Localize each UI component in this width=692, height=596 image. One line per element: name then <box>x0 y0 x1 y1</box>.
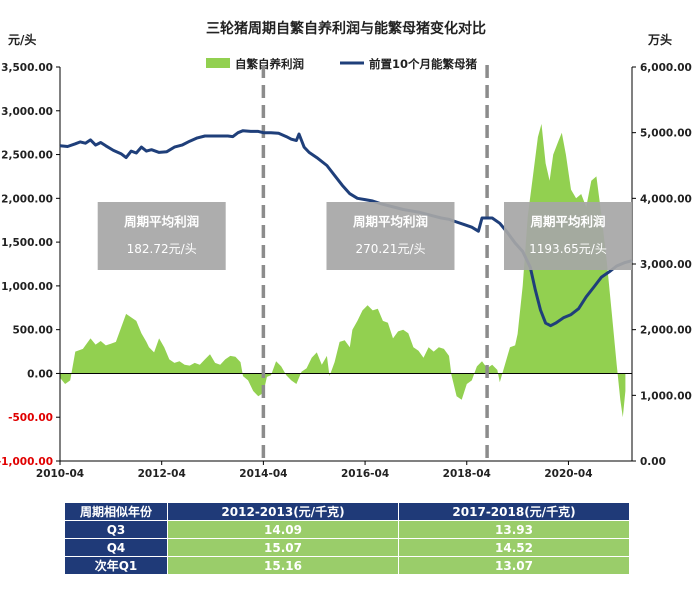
left-tick-label: -1,000.00 <box>0 456 53 468</box>
cycle-average-label: 周期平均利润 <box>530 214 605 229</box>
right-tick-label: 2,000.00 <box>640 325 692 337</box>
right-axis-unit: 万头 <box>647 32 672 47</box>
x-tick-label: 2016-04 <box>341 468 389 480</box>
left-axis-unit: 元/头 <box>8 32 36 47</box>
left-tick-label: 3,000.00 <box>1 106 53 118</box>
left-tick-label: 2,000.00 <box>1 193 53 205</box>
cycle-average-box <box>326 202 455 270</box>
cycle-average-label: 周期平均利润 <box>124 214 199 229</box>
left-tick-label: 1,000.00 <box>1 281 53 293</box>
legend-swatch-profit <box>206 58 230 68</box>
legend: 自繁自养利润 前置10个月能繁母猪 <box>206 57 478 71</box>
table-cell: 13.07 <box>398 556 630 575</box>
cycle-average-value: 182.72元/头 <box>127 242 197 256</box>
table-row: Q3 14.09 13.93 <box>64 520 630 539</box>
table-row-label: 次年Q1 <box>64 556 168 575</box>
table-header-2017-2018: 2017-2018(元/千克) <box>398 502 630 521</box>
left-tick-label: 2,500.00 <box>1 150 53 162</box>
table-cell: 13.93 <box>398 520 630 539</box>
left-tick-label: 0.00 <box>27 368 53 380</box>
x-tick-label: 2018-04 <box>443 468 491 480</box>
sows-line-series <box>59 129 633 328</box>
table-cell: 14.52 <box>398 538 630 557</box>
cycle-average-value: 270.21元/头 <box>355 242 425 256</box>
right-tick-label: 3,000.00 <box>640 259 692 271</box>
legend-label-profit: 自繁自养利润 <box>235 57 304 71</box>
table-row: 次年Q1 15.16 13.07 <box>64 556 630 575</box>
profit-area-series <box>60 123 626 418</box>
right-tick-label: 1,000.00 <box>640 390 692 402</box>
table-header-row: 周期相似年份 2012-2013(元/千克) 2017-2018(元/千克) <box>64 502 630 521</box>
right-tick-label: 6,000.00 <box>640 62 692 74</box>
table-cell: 15.07 <box>167 538 399 557</box>
cycle-average-label: 周期平均利润 <box>353 214 428 229</box>
plot-area: 3,500.00 3,000.00 2,500.00 2,000.00 1,500.00… <box>0 62 692 480</box>
left-tick-label: -500.00 <box>8 412 53 424</box>
table-header-period: 周期相似年份 <box>64 502 168 521</box>
legend-label-sows: 前置10个月能繁母猪 <box>369 57 478 71</box>
x-tick-label: 2014-04 <box>239 468 287 480</box>
left-tick-label: 3,500.00 <box>1 62 53 74</box>
cycle-average-value: 1193.65元/头 <box>529 242 607 256</box>
right-tick-label: 0.00 <box>640 456 666 468</box>
x-tick-label: 2020-04 <box>544 468 592 480</box>
table-row-label: Q3 <box>64 520 168 539</box>
x-tick-label: 2012-04 <box>138 468 186 480</box>
table-header-2012-2013: 2012-2013(元/千克) <box>167 502 399 521</box>
table-cell: 15.16 <box>167 556 399 575</box>
chart-title: 三轮猪周期自繁自养利润与能繁母猪变化对比 <box>206 20 486 37</box>
chart: 三轮猪周期自繁自养利润与能繁母猪变化对比 元/头 万头 自繁自养利润 前置10个… <box>0 20 692 480</box>
x-tick-label: 2010-04 <box>36 468 84 480</box>
left-tick-label: 500.00 <box>12 325 53 337</box>
table-row-label: Q4 <box>64 538 168 557</box>
table-cell: 14.09 <box>167 520 399 539</box>
cycle-average-box <box>97 202 226 270</box>
comparison-table: 周期相似年份 2012-2013(元/千克) 2017-2018(元/千克) Q… <box>64 502 630 575</box>
right-tick-label: 5,000.00 <box>640 128 692 140</box>
cycle-average-box <box>504 202 632 270</box>
left-tick-label: 1,500.00 <box>1 237 53 249</box>
table-row: Q4 15.07 14.52 <box>64 538 630 557</box>
right-tick-label: 4,000.00 <box>640 193 692 205</box>
